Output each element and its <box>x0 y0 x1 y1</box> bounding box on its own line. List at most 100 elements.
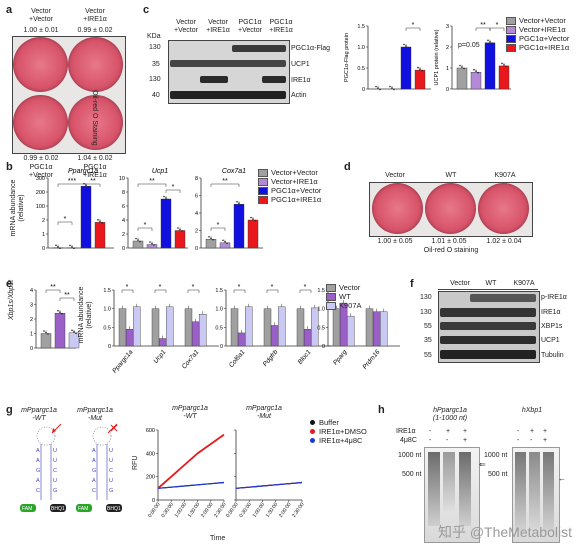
legend-item: PGC1α+IRE1α <box>258 195 321 205</box>
blot-band <box>170 60 286 67</box>
panel-f-mw-5: 55 <box>424 352 432 359</box>
sig-bracket <box>187 289 200 293</box>
panel-h-marker-1000-b: 1000 nt <box>484 452 508 459</box>
y-tick-label: 0.5 <box>103 325 111 331</box>
svg-text:A: A <box>36 458 40 464</box>
y-tick-label: 0 <box>42 246 45 252</box>
sig-label: ** <box>480 22 486 29</box>
panel-e-ylabel-1: Xbp1s/Xbp1t <box>8 279 15 321</box>
blot-band <box>470 294 536 302</box>
panel-f-mw-1: 130 <box>420 294 432 301</box>
sig-bracket <box>45 289 61 293</box>
y-tick-label: 10 <box>119 176 125 182</box>
data-point <box>57 245 59 248</box>
gel-smear <box>428 452 440 526</box>
legend-item: PGC1α+Vector <box>258 186 321 196</box>
sig-bracket <box>154 289 167 293</box>
bhq-label-2: BHQ1 <box>107 506 121 512</box>
sig-bracket <box>266 289 279 293</box>
data-point <box>69 244 71 247</box>
data-point <box>75 332 77 335</box>
data-point <box>97 219 99 221</box>
legend-item: Vector+IRE1α <box>506 25 569 35</box>
y-tick-label: 0 <box>362 87 365 93</box>
y-tick-label: 0.5 <box>317 325 325 331</box>
y-tick-label: 1.0 <box>317 307 325 313</box>
panel-f-band-3: XBP1s <box>541 323 563 330</box>
svg-text:C: C <box>53 468 57 474</box>
bar <box>456 67 468 90</box>
panel-g-probe-2: mPpargc1a -Mut <box>77 407 113 422</box>
sig-label: * <box>496 22 499 29</box>
panel-c-legend: Vector+Vector Vector+IRE1α PGC1α+Vector … <box>506 16 569 53</box>
panel-d-group-1: Vector <box>385 172 405 179</box>
data-point <box>71 246 73 248</box>
y-tick-label: 1.0 <box>357 45 365 51</box>
oil-red-dish-1 <box>13 37 68 92</box>
blot-band <box>440 350 536 359</box>
svg-text:A: A <box>92 448 96 454</box>
panel-b-ylabel: mRNA abundance (relative) <box>10 179 25 237</box>
sig-label: * <box>238 284 241 291</box>
panel-c-label: c <box>143 4 150 16</box>
x-tick-label: 0:00:00 <box>147 502 162 519</box>
sig-label: * <box>217 222 220 229</box>
sig-bracket <box>121 289 134 293</box>
bar <box>219 242 231 249</box>
svg-text:A: A <box>92 458 96 464</box>
gel-smear <box>515 452 526 532</box>
data-point <box>179 228 181 231</box>
bar <box>372 311 381 347</box>
panel-d-caption: Oil-red O staining <box>423 247 479 254</box>
svg-text:U: U <box>109 448 113 454</box>
series-line <box>157 481 225 489</box>
blot-band <box>440 336 536 344</box>
y-tick-label: 0 <box>195 246 198 252</box>
blot-band <box>170 91 286 99</box>
panel-a-bottom-value-1: 0.99 ± 0.02 <box>23 155 59 162</box>
sig-label: ** <box>90 178 96 185</box>
panel-d-value-2: 1.01 ± 0.05 <box>431 238 467 245</box>
svg-text:G: G <box>36 468 40 474</box>
panel-g-probe-1: mPpargc1a -WT <box>21 407 57 422</box>
group-label: Pdgfrb <box>262 348 280 367</box>
gel-smear <box>443 452 455 512</box>
panel-h-title-2: hXbp1 <box>521 407 543 414</box>
sig-bracket <box>489 27 505 31</box>
x-tick-label: 0:30:00 <box>238 502 253 519</box>
y-tick-label: 200 <box>36 190 45 196</box>
bar <box>303 329 312 347</box>
y-tick-label: 400 <box>146 451 155 457</box>
sig-label: * <box>192 284 195 291</box>
data-point <box>236 200 238 203</box>
svg-text:U: U <box>53 448 57 454</box>
legend-item: Buffer <box>310 418 367 427</box>
y-tick-label: 0.5 <box>215 325 223 331</box>
gel-smear <box>459 452 471 526</box>
bar <box>205 239 217 249</box>
y-tick-label: 1 <box>42 232 45 238</box>
sig-bracket <box>165 189 181 193</box>
panel-d-group-2: WT <box>445 172 457 179</box>
panel-h-sign: - <box>429 437 432 444</box>
panel-f-band-1: p-IRE1α <box>541 294 567 301</box>
x-tick-label: 0:30:00 <box>160 502 175 519</box>
y-tick-label: 0 <box>220 344 223 350</box>
bar <box>365 308 374 347</box>
y-tick-label: 1 <box>30 332 33 338</box>
sig-label: * <box>271 284 274 291</box>
data-point <box>379 88 381 91</box>
panel-h-sign: - <box>446 437 449 444</box>
y-tick-label: 2 <box>42 218 45 224</box>
data-point <box>55 244 57 247</box>
panel-h-sign: - <box>517 428 520 435</box>
bar <box>40 333 52 349</box>
panel-h-sign: - <box>517 437 520 444</box>
panel-a-bottom-group-1: PGC1α +Vector <box>29 164 53 179</box>
panel-h-marker-500-b: 500 nt <box>488 471 508 478</box>
sig-bracket <box>210 227 226 231</box>
y-tick-label: 0 <box>322 344 325 350</box>
y-tick-label: 300 <box>36 176 45 182</box>
panel-g-title-1: mPpargc1a -WT <box>172 405 208 420</box>
data-point <box>137 239 139 241</box>
